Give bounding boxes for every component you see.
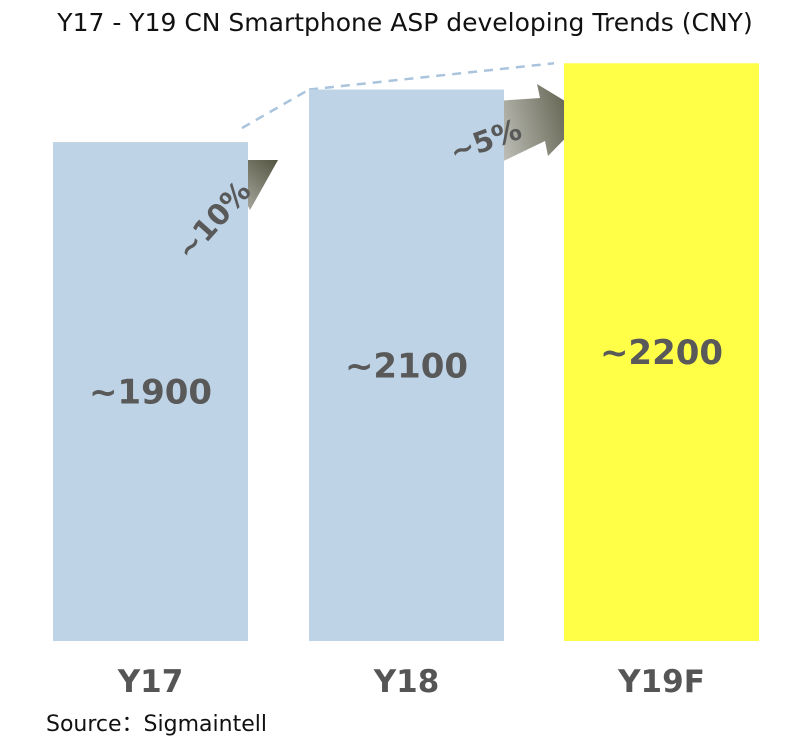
bar-y18: [309, 89, 504, 642]
value-label-y19f: ~2200: [600, 333, 723, 373]
category-label-y17: Y17: [117, 664, 184, 700]
chart-title: Y17 - Y19 CN Smartphone ASP developing T…: [57, 8, 753, 37]
category-label-y18: Y18: [373, 664, 440, 700]
bar-y17: [53, 142, 248, 641]
value-label-y17: ~1900: [89, 373, 212, 413]
bar-y19f: [564, 63, 759, 641]
trend-line-y18-y19f: [308, 62, 555, 91]
value-label-y18: ~2100: [345, 346, 468, 386]
source-note: Source：Sigmaintell: [46, 712, 267, 737]
category-label-y19f: Y19F: [617, 664, 705, 700]
trend-line-y17-y18: [241, 88, 310, 130]
